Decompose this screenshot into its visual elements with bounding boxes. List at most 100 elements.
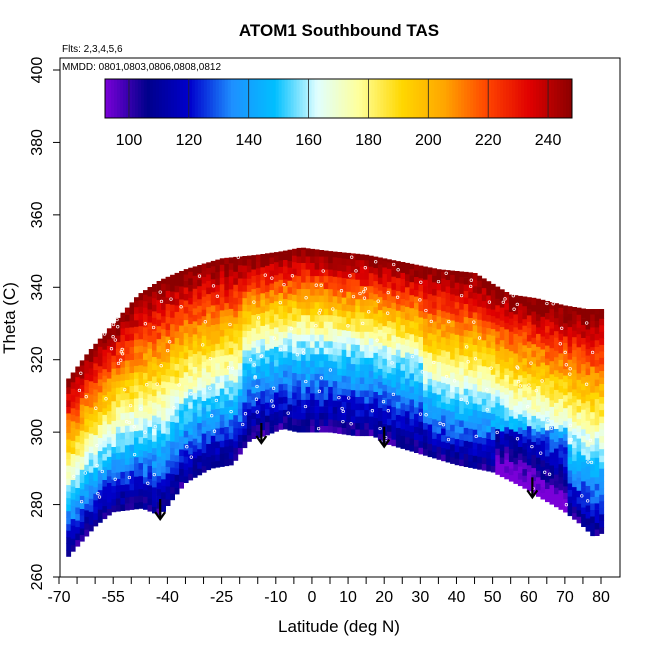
heatmap-cell	[170, 310, 175, 318]
heatmap-cell	[599, 435, 605, 443]
heatmap-cell	[531, 311, 537, 319]
heatmap-cell	[581, 474, 586, 482]
heatmap-cell	[477, 365, 483, 372]
heatmap-cell	[301, 380, 306, 387]
heatmap-cell	[106, 371, 112, 379]
heatmap-cell	[323, 406, 329, 413]
heatmap-cell	[567, 463, 573, 471]
heatmap-cell	[517, 348, 523, 356]
observation-dot	[321, 269, 325, 273]
heatmap-cell	[337, 427, 343, 434]
heatmap-cell	[477, 339, 483, 346]
heatmap-cell	[75, 428, 81, 436]
heatmap-cell	[292, 359, 297, 367]
observation-dot	[159, 364, 163, 368]
observation-dot	[432, 360, 436, 365]
heatmap-cell	[391, 432, 397, 440]
heatmap-cell	[192, 366, 198, 374]
heatmap-cell	[188, 310, 194, 318]
heatmap-cell	[152, 337, 157, 344]
heatmap-cell	[328, 340, 334, 348]
heatmap-cell	[472, 338, 478, 345]
heatmap-cell	[355, 364, 361, 371]
heatmap-cell	[526, 445, 532, 453]
heatmap-cell	[572, 486, 577, 494]
heatmap-cell	[269, 296, 275, 304]
heatmap-cell	[93, 376, 99, 383]
heatmap-cell	[377, 401, 383, 408]
heatmap-cell	[152, 324, 157, 331]
heatmap-cell	[373, 293, 379, 301]
heatmap-cell	[359, 429, 365, 437]
heatmap-cell	[405, 345, 410, 353]
heatmap-cell	[486, 379, 492, 387]
heatmap-cell	[310, 275, 315, 283]
heatmap-cell	[581, 337, 586, 345]
heatmap-cell	[251, 321, 257, 329]
heatmap-cell	[111, 459, 117, 467]
heatmap-cell	[70, 447, 76, 454]
heatmap-cell	[269, 315, 275, 323]
heatmap-cell	[224, 296, 230, 304]
heatmap-cell	[265, 291, 270, 299]
heatmap-cell	[246, 337, 252, 344]
heatmap-cell	[115, 452, 121, 460]
heatmap-cell	[585, 368, 591, 376]
heatmap-cell	[504, 342, 510, 349]
heatmap-cell	[165, 486, 171, 493]
heatmap-cell	[228, 341, 234, 348]
heatmap-cell	[572, 467, 577, 475]
heatmap-cell	[436, 283, 442, 291]
heatmap-cell	[314, 399, 320, 407]
heatmap-cell	[540, 460, 546, 467]
heatmap-cell	[599, 448, 605, 456]
observation-dot	[395, 295, 400, 299]
heatmap-cell	[165, 355, 171, 363]
heatmap-cell	[454, 314, 460, 322]
y-tick-label: 320	[29, 346, 46, 373]
heatmap-cell	[572, 362, 577, 370]
heatmap-cell	[206, 463, 212, 471]
heatmap-cell	[319, 367, 325, 374]
heatmap-cell	[310, 249, 315, 257]
heatmap-cell	[152, 382, 157, 390]
observation-dot	[586, 499, 590, 503]
heatmap-cell	[373, 378, 379, 386]
heatmap-cell	[355, 396, 361, 404]
heatmap-cell	[508, 363, 514, 371]
heatmap-cell	[540, 342, 546, 350]
heatmap-cell	[260, 423, 266, 431]
heatmap-cell	[409, 373, 415, 380]
heatmap-cell	[499, 289, 505, 295]
chart-title: ATOM1 Southbound TAS	[239, 21, 439, 40]
heatmap-cell	[283, 344, 288, 352]
heatmap-cell	[382, 338, 388, 346]
heatmap-cell	[84, 425, 90, 433]
heatmap-cell	[395, 349, 401, 357]
heatmap-cell	[508, 318, 514, 326]
heatmap-cell	[287, 417, 293, 425]
heatmap-cell	[296, 380, 302, 387]
heatmap-cell	[183, 430, 189, 438]
heatmap-cell	[337, 368, 343, 376]
heatmap-cell	[197, 416, 203, 424]
heatmap-cell	[517, 374, 523, 382]
heatmap-cell	[409, 288, 415, 296]
heatmap-cell	[115, 400, 121, 408]
heatmap-cell	[192, 275, 198, 283]
heatmap-cell	[206, 411, 212, 418]
heatmap-cell	[233, 401, 239, 409]
heatmap-cell	[134, 450, 139, 458]
heatmap-cell	[255, 261, 261, 269]
heatmap-cell	[179, 410, 184, 417]
heatmap-cell	[129, 418, 135, 426]
observation-dot	[391, 392, 396, 397]
heatmap-cell	[111, 479, 117, 487]
heatmap-cell	[233, 369, 239, 377]
heatmap-cell	[174, 467, 180, 475]
heatmap-cell	[314, 282, 320, 290]
heatmap-cell	[536, 385, 541, 393]
heatmap-cell	[558, 366, 564, 373]
heatmap-cell	[436, 426, 442, 434]
heatmap-cell	[197, 292, 203, 300]
